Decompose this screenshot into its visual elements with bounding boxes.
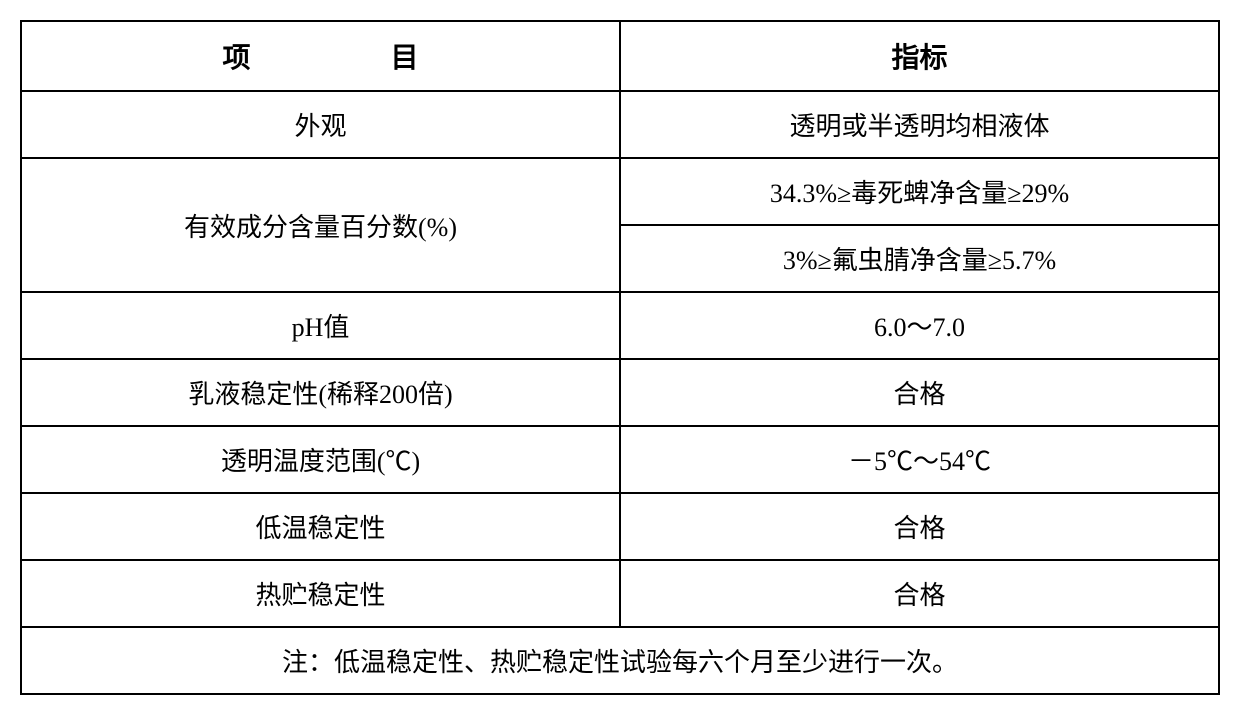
header-item: 项 目: [21, 21, 620, 91]
cell-indicator: －5℃～54℃: [620, 426, 1219, 493]
header-indicator: 指标: [620, 21, 1219, 91]
table-row: 乳液稳定性(稀释200倍) 合格: [21, 359, 1219, 426]
header-item-part2: 目: [391, 43, 419, 74]
cell-item: 热贮稳定性: [21, 560, 620, 627]
cell-indicator: 34.3%≥毒死蜱净含量≥29%: [620, 158, 1219, 225]
table-row: pH值 6.0～7.0: [21, 292, 1219, 359]
cell-indicator: 合格: [620, 359, 1219, 426]
table-footer-row: 注：低温稳定性、热贮稳定性试验每六个月至少进行一次。: [21, 627, 1219, 694]
table-row: 热贮稳定性 合格: [21, 560, 1219, 627]
cell-indicator: 6.0～7.0: [620, 292, 1219, 359]
spec-table-container: 项 目 指标 外观 透明或半透明均相液体 有效成分含量百分数(%) 34.3%≥…: [20, 20, 1220, 695]
header-item-part1: 项: [222, 43, 250, 74]
spec-table: 项 目 指标 外观 透明或半透明均相液体 有效成分含量百分数(%) 34.3%≥…: [20, 20, 1220, 695]
cell-indicator: 合格: [620, 493, 1219, 560]
table-row: 有效成分含量百分数(%) 34.3%≥毒死蜱净含量≥29%: [21, 158, 1219, 225]
table-header-row: 项 目 指标: [21, 21, 1219, 91]
table-row: 低温稳定性 合格: [21, 493, 1219, 560]
cell-item: 透明温度范围(℃): [21, 426, 620, 493]
cell-item: 低温稳定性: [21, 493, 620, 560]
cell-indicator: 3%≥氟虫腈净含量≥5.7%: [620, 225, 1219, 292]
cell-indicator: 合格: [620, 560, 1219, 627]
cell-item: 有效成分含量百分数(%): [21, 158, 620, 292]
footer-note: 注：低温稳定性、热贮稳定性试验每六个月至少进行一次。: [21, 627, 1219, 694]
cell-item: 外观: [21, 91, 620, 158]
table-row: 透明温度范围(℃) －5℃～54℃: [21, 426, 1219, 493]
cell-item: 乳液稳定性(稀释200倍): [21, 359, 620, 426]
table-row: 外观 透明或半透明均相液体: [21, 91, 1219, 158]
cell-indicator: 透明或半透明均相液体: [620, 91, 1219, 158]
cell-item: pH值: [21, 292, 620, 359]
